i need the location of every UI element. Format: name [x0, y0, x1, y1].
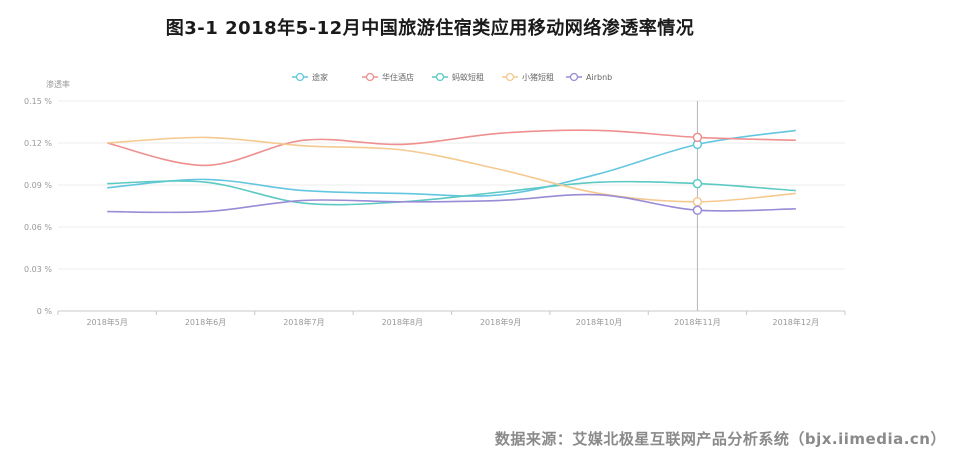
legend-item-4[interactable]: Airbnb [566, 72, 612, 82]
x-tick-label: 2018年11月 [674, 317, 721, 327]
chart-title: 图3-1 2018年5-12月中国旅游住宿类应用移动网络渗透率情况 [165, 18, 695, 39]
legend-marker-icon [569, 72, 579, 82]
y-tick-label: 0 % [37, 307, 53, 316]
legend-marker-icon [295, 72, 305, 82]
y-tick-label: 0.03 % [24, 265, 52, 274]
legend-item-3[interactable]: 小猪短租 [502, 72, 554, 82]
legend-label: 华住酒店 [382, 72, 414, 82]
series-line-4 [107, 193, 796, 214]
x-tick-label: 2018年8月 [382, 317, 423, 327]
series-line-0 [107, 129, 796, 197]
x-tick-label: 2018年6月 [185, 317, 226, 327]
y-tick-label: 0.06 % [24, 223, 52, 232]
y-axis: 0 % 0.03 % 0.06 % 0.09 % 0.12 % 0.15 % [24, 97, 52, 316]
x-tick-label: 2018年12月 [773, 317, 820, 327]
hover-point-3 [692, 197, 703, 207]
legend-label: 小猪短租 [522, 72, 554, 82]
series-line-2 [107, 180, 796, 206]
data-source-note: 数据来源：艾媒北极星互联网产品分析系统（bjx.iimedia.cn） [494, 430, 946, 448]
x-tick-label: 2018年10月 [576, 317, 623, 327]
legend-marker-icon [435, 72, 445, 82]
legend-marker-icon [505, 72, 515, 82]
legend[interactable]: 途家 华住酒店 蚂蚁短租 小猪短租 Airbnb [292, 72, 612, 82]
legend-marker-icon [365, 72, 375, 82]
series-line-1 [107, 129, 796, 167]
y-tick-label: 0.12 % [24, 139, 52, 148]
y-tick-label: 0.09 % [24, 181, 52, 190]
x-axis: 2018年5月 2018年6月 2018年7月 2018年8月 2018年9月 2018年… [57, 311, 846, 327]
legend-item-1[interactable]: 华住酒店 [362, 72, 414, 82]
series-lines [107, 129, 796, 214]
x-tick-label: 2018年9月 [480, 317, 521, 327]
legend-label: 蚂蚁短租 [452, 72, 484, 82]
series-line-3 [107, 136, 796, 203]
y-tick-label: 0.15 % [24, 97, 52, 106]
legend-item-0[interactable]: 途家 [292, 72, 328, 82]
hover-point-2 [692, 178, 703, 189]
grid-lines [58, 100, 845, 312]
legend-item-2[interactable]: 蚂蚁短租 [432, 72, 484, 82]
legend-label: 途家 [312, 72, 328, 82]
y-axis-label: 渗透率 [46, 79, 70, 89]
hover-markers [692, 132, 703, 215]
legend-label: Airbnb [586, 73, 612, 82]
x-tick-label: 2018年5月 [86, 317, 127, 327]
x-tick-label: 2018年7月 [283, 317, 324, 327]
hover-point-1 [692, 132, 703, 143]
hover-point-4 [692, 205, 703, 215]
